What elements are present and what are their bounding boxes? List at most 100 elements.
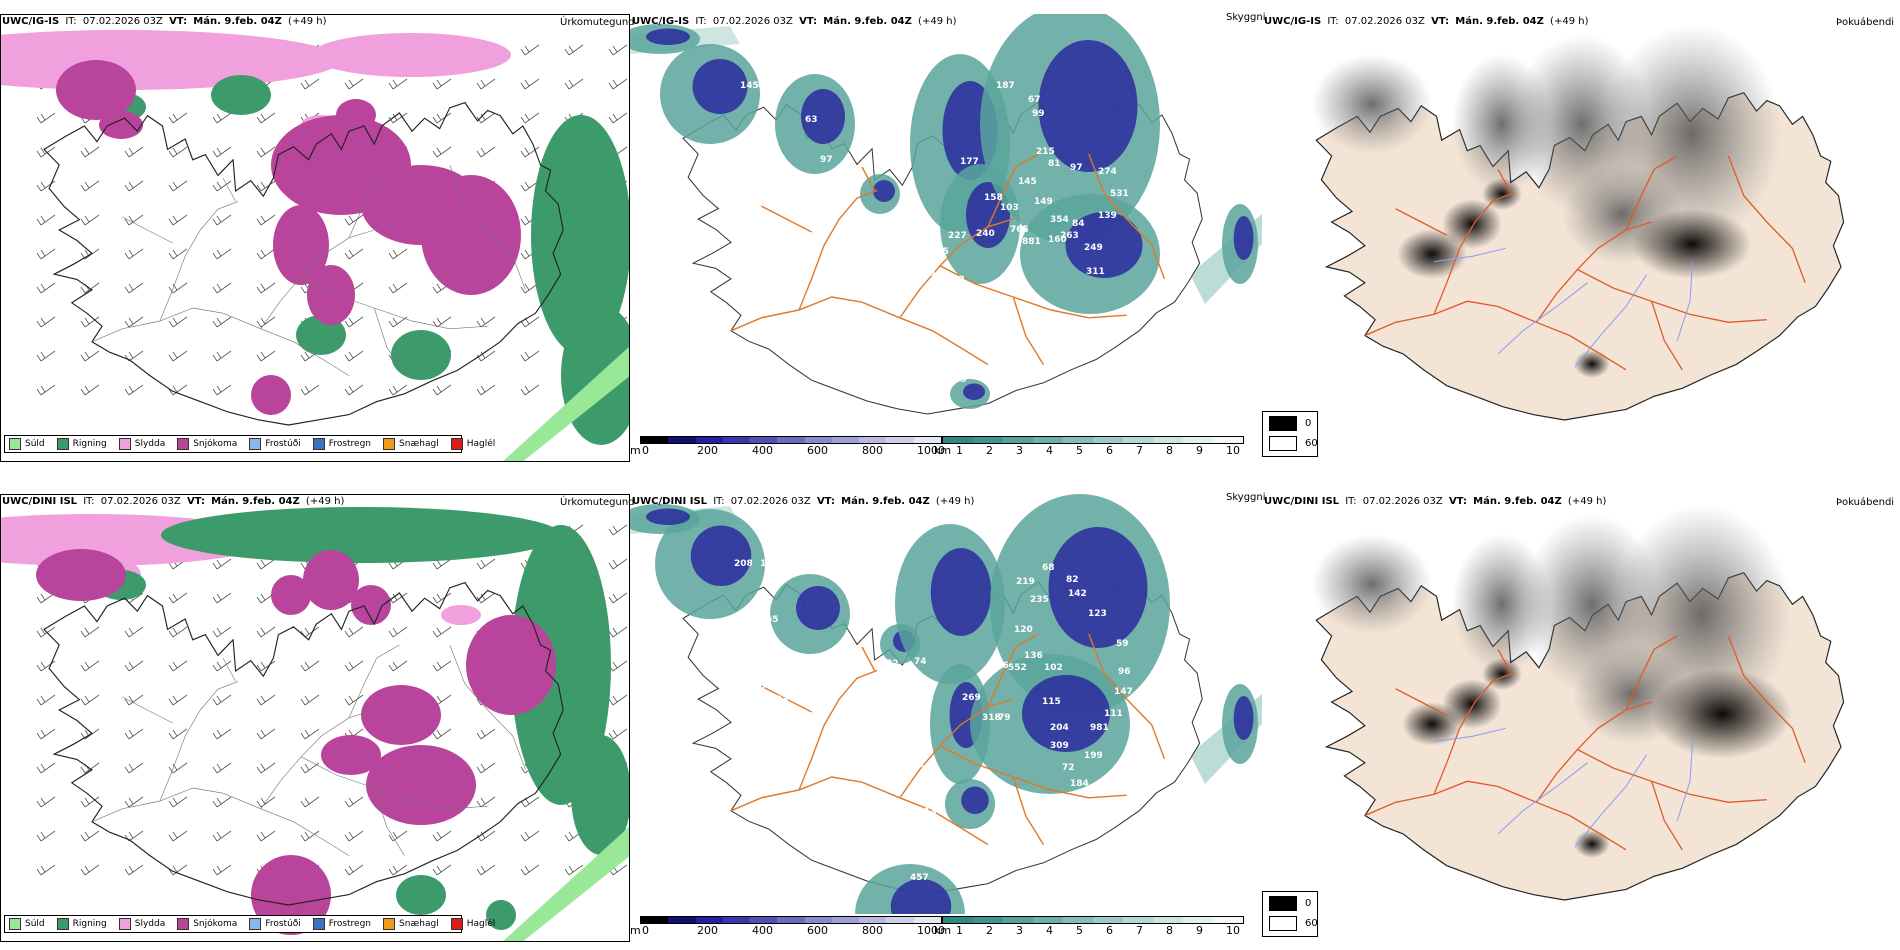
valid-time-label: VT: [186,496,205,507]
precip-type-map [1,507,629,941]
visibility-value-label: 318 [982,713,1001,723]
visibility-value-label: 197 [738,139,757,149]
visibility-tick-label: 4 [1046,924,1053,937]
visibility-value-label: 552 [1008,663,1027,673]
precip-legend-item: Slydda [118,438,165,450]
fog-indicator-map [1312,24,1845,421]
visibility-value-label: 102 [1044,663,1063,673]
valid-time: Mán. 9.feb. 04Z [193,16,282,27]
issue-time-label: IT: [1345,496,1357,507]
legend-swatch-icon [177,438,190,450]
legend-swatch-icon [249,438,262,450]
lead-time: (+49 h) [305,496,345,507]
fog-key-row: 0 [1269,416,1311,431]
legend-label: Haglél [466,919,496,929]
terrain-height-colorbar [640,916,942,924]
fog-key-swatch-icon [1269,916,1297,931]
visibility-value-label: 199 [1084,751,1103,761]
visibility-colorbar [942,916,1244,924]
valid-time: Mán. 9.feb. 04Z [841,496,930,507]
terrain-height-ticks: m 0 200 400 600 800 1000 [630,444,950,458]
visibility-value-label: 82 [886,659,899,669]
legend-swatch-icon [383,918,396,930]
visibility-value-label: 311 [1086,267,1105,277]
visibility-value-label: 138 [758,147,777,157]
visibility-value-label: 97 [820,155,833,165]
visibility-value-label: 97 [1070,163,1083,173]
legend-label: Frostúði [265,919,301,929]
lead-time: (+49 h) [935,496,975,507]
height-tick-label: 200 [697,924,718,937]
visibility-value-label: 238 [912,705,931,715]
height-tick-label: 0 [642,924,649,937]
legend-label: Frostúði [265,439,301,449]
height-tick-label: 1000 [917,444,945,457]
fog-key-swatch-icon [1269,416,1297,431]
valid-time-label: VT: [799,16,818,27]
visibility-value-label: 59 [1116,639,1129,649]
legend-label: Súld [25,439,45,449]
height-tick-label: 0 [642,444,649,457]
visibility-value-label: 60 [758,81,771,91]
legend-label: Frostregn [328,439,372,449]
visibility-value-label: 63 [805,115,818,125]
visibility-unit: km [934,924,952,937]
height-unit: m [630,924,641,937]
model-name: UWC/DINI ISL [632,496,708,507]
visibility-value-label: 531 [1110,189,1129,199]
legend-label: Snæhagl [399,439,439,449]
visibility-value-label: 108 [760,559,779,569]
visibility-value-label: 82 [1066,575,1079,585]
visibility-value-label: 57 [898,665,911,675]
height-tick-label: 200 [697,444,718,457]
fog-key-swatch-icon [1269,896,1297,911]
visibility-value-label: 207 [750,613,769,623]
precip-legend: Súld Rigning Slydda Snjókoma Frostúði Frostre… [4,915,495,933]
visibility-value-label: 90 [860,243,873,253]
fog-indicator-map [1312,504,1845,901]
visibility-tick-label: 9 [1196,924,1203,937]
visibility-tick-label: 2 [986,444,993,457]
visibility-value-label: 103 [1000,203,1019,213]
legend-swatch-icon [383,438,396,450]
issue-time: 07.02.2026 03Z [82,16,163,27]
issue-time: 07.02.2026 03Z [712,16,793,27]
precip-legend-item: Frostregn [312,438,372,450]
model-name: UWC/IG-IS [632,16,690,27]
height-tick-label: 400 [752,924,773,937]
fog-key-label: 60 [1305,438,1318,449]
visibility-value-label: 365 [981,323,1000,333]
visibility-value-label: 97 [754,683,767,693]
issue-time-label: IT: [65,16,77,27]
terrain-height-colorbar [640,436,942,444]
visibility-ticks: km 1 2 3 4 5 6 7 8 9 10 [934,924,1262,938]
legend-swatch-icon [9,918,21,930]
issue-time: 07.02.2026 03Z [730,496,811,507]
precip-legend-item: Súld [9,918,45,930]
height-tick-label: 800 [862,444,883,457]
visibility-value-label: 149 [1034,197,1053,207]
valid-time: Mán. 9.feb. 04Z [1473,496,1562,507]
visibility-value-label: 72 [1062,763,1075,773]
visibility-tick-label: 10 [1226,924,1240,937]
legend-swatch-icon [249,918,262,930]
lead-time: (+49 h) [288,16,327,27]
visibility-tick-label: 5 [1076,924,1083,937]
visibility-colorbar [942,436,1244,444]
precip-type-map-panel: Súld Rigning Slydda Snjókoma Frostúði Frostre… [0,14,630,462]
precip-panel-header: UWC/IG-IS IT: 07.02.2026 03Z VT: Mán. 9.… [2,16,329,28]
visibility-value-label: 111 [1104,709,1123,719]
fog-panel-title: Þokuábendi [1836,17,1895,28]
precip-legend-item: Snjókoma [177,918,237,930]
visibility-value-label: 828 [971,289,990,299]
fog-panel-header: UWC/IG-IS IT: 07.02.2026 03Z VT: Mán. 9.… [1264,16,1591,28]
visibility-value-label: 187 [996,81,1015,91]
visibility-value-label: 249 [1084,243,1103,253]
visibility-value-label: 184 [1070,779,1089,789]
visibility-value-label: 120 [1014,625,1033,635]
visibility-value-label: 379 [948,375,967,385]
valid-time-label: VT: [1448,496,1467,507]
height-tick-label: 600 [807,924,828,937]
issue-time-label: IT: [83,496,95,507]
visibility-value-label: 68 [1042,563,1055,573]
